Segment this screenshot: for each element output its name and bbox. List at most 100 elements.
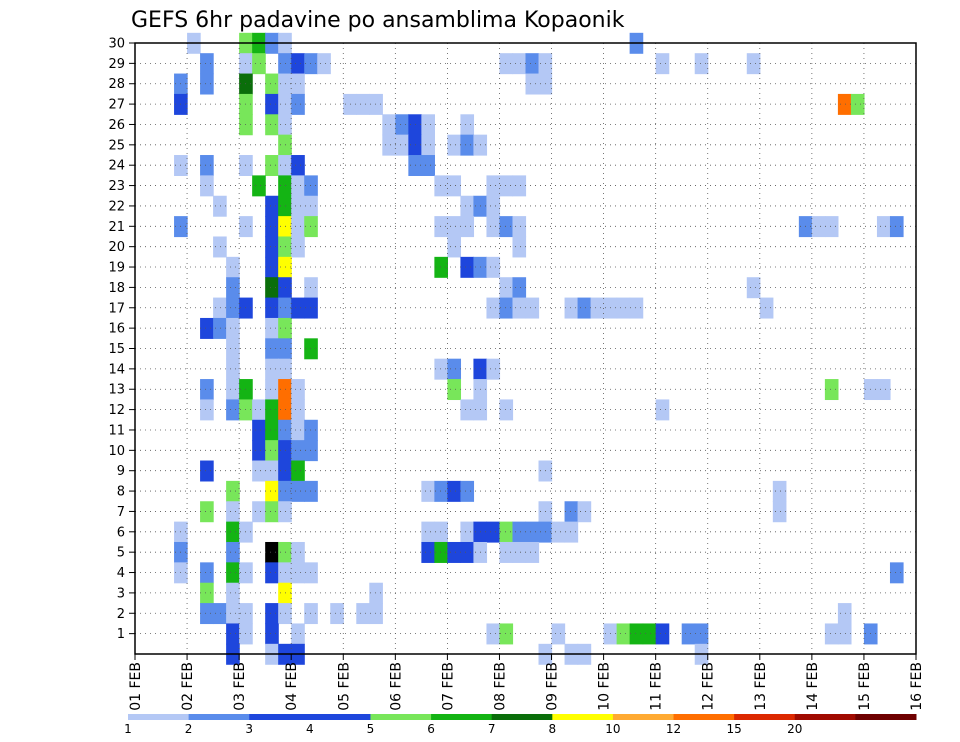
heatmap-cell <box>291 480 305 502</box>
heatmap-cell <box>460 521 475 543</box>
legend-swatch <box>491 714 553 720</box>
heatmap-cell <box>265 93 279 115</box>
heatmap-cell <box>304 195 318 217</box>
heatmap-cell <box>382 114 396 136</box>
heatmap-cell <box>304 175 318 197</box>
y-tick-label: 17 <box>108 301 125 316</box>
heatmap-cell <box>265 419 279 441</box>
heatmap-cell <box>356 603 370 625</box>
heatmap-cell <box>499 623 514 645</box>
legend-swatch <box>612 714 675 720</box>
y-tick-label: 3 <box>117 586 125 601</box>
y-tick-label: 10 <box>108 444 125 459</box>
heatmap-cell <box>291 379 305 401</box>
y-tick-label: 24 <box>108 159 125 174</box>
heatmap-cell <box>265 379 279 401</box>
legend-swatch <box>128 714 190 720</box>
legend-label: 15 <box>727 722 742 736</box>
heatmap-cell <box>304 603 318 625</box>
heatmap-cell <box>512 297 527 319</box>
heatmap-cell <box>434 480 448 502</box>
heatmap-cell <box>226 297 240 319</box>
y-tick-label: 30 <box>108 37 125 52</box>
heatmap-cell <box>278 155 292 176</box>
heatmap-cell <box>213 603 227 625</box>
y-tick-label: 1 <box>117 627 125 642</box>
heatmap-cell <box>447 134 462 156</box>
heatmap-cell <box>213 236 227 258</box>
heatmap-cell <box>291 562 305 584</box>
legend-swatch <box>431 714 493 720</box>
heatmap-cell <box>226 541 240 563</box>
heatmap-cell <box>265 155 279 176</box>
legend-swatch <box>794 714 856 720</box>
heatmap-cell <box>265 501 279 523</box>
legend-label: 20 <box>787 722 802 736</box>
heatmap-cell <box>525 53 540 75</box>
heatmap-cell <box>655 53 670 75</box>
heatmap-cell <box>278 358 292 380</box>
x-tick-label: 09 FEB <box>545 662 561 711</box>
heatmap-cell <box>304 338 318 360</box>
heatmap-cell <box>265 297 279 319</box>
heatmap-cell <box>200 175 214 197</box>
heatmap-cell <box>525 521 540 543</box>
heatmap-cell <box>512 236 527 258</box>
y-tick-label: 7 <box>117 505 125 520</box>
heatmap-cell <box>291 399 305 421</box>
heatmap-cell <box>512 53 527 75</box>
heatmap-cell <box>278 277 292 299</box>
heatmap-cell <box>278 317 292 339</box>
heatmap-cell <box>278 399 292 421</box>
heatmap-cell <box>278 175 292 197</box>
heatmap-cell <box>291 155 305 176</box>
heatmap-cell <box>213 297 227 319</box>
heatmap-cell <box>200 501 214 523</box>
heatmap-cell <box>746 53 761 75</box>
heatmap-cell <box>434 216 448 238</box>
heatmap-cell <box>278 338 292 360</box>
heatmap-cell <box>434 175 448 197</box>
heatmap-cell <box>889 216 904 238</box>
x-tick-label: 15 FEB <box>857 662 873 711</box>
heatmap-cell <box>265 73 279 95</box>
heatmap-cell <box>265 541 279 563</box>
heatmap-cell <box>395 134 409 156</box>
legend-label: 6 <box>427 722 435 736</box>
x-tick-label: 02 FEB <box>180 662 196 711</box>
y-tick-label: 15 <box>108 342 125 357</box>
heatmap-cell <box>252 175 266 197</box>
heatmap-cell <box>421 541 435 563</box>
heatmap-cell <box>616 623 631 645</box>
heatmap-cell <box>694 53 709 75</box>
heatmap-cell <box>447 175 462 197</box>
x-tick-label: 10 FEB <box>597 662 613 711</box>
heatmap-cell <box>291 297 305 319</box>
heatmap-cell <box>265 480 279 502</box>
heatmap-cell <box>265 460 279 482</box>
x-axis: 01 FEB 02 FEB 03 FEB 04 FEB 05 FEB 06 FEB 07 F… <box>128 654 925 711</box>
heatmap-cell <box>226 379 240 401</box>
heatmap-cell <box>291 460 305 482</box>
legend-label: 7 <box>488 722 496 736</box>
heatmap-cell <box>304 297 318 319</box>
heatmap-cell <box>512 521 527 543</box>
heatmap-cell <box>616 297 631 319</box>
legend-swatch <box>855 714 917 720</box>
heatmap-cell <box>291 216 305 238</box>
heatmap-cell <box>499 216 514 238</box>
legend-label: 1 <box>124 722 132 736</box>
heatmap-cell <box>499 277 514 299</box>
heatmap-cell <box>291 541 305 563</box>
legend-label: 10 <box>605 722 620 736</box>
x-tick-label: 01 FEB <box>128 662 144 711</box>
legend-label: 8 <box>548 722 556 736</box>
color-legend: 1 2 3 4 5 6 7 8 10 12 15 20 <box>124 714 917 736</box>
y-tick-label: 8 <box>117 485 125 500</box>
heatmap-cell <box>551 521 566 543</box>
x-tick-label: 08 FEB <box>493 662 509 711</box>
heatmap-cell <box>304 216 318 238</box>
legend-label: 2 <box>185 722 193 736</box>
x-tick-label: 06 FEB <box>388 662 404 711</box>
heatmap-cell <box>278 480 292 502</box>
